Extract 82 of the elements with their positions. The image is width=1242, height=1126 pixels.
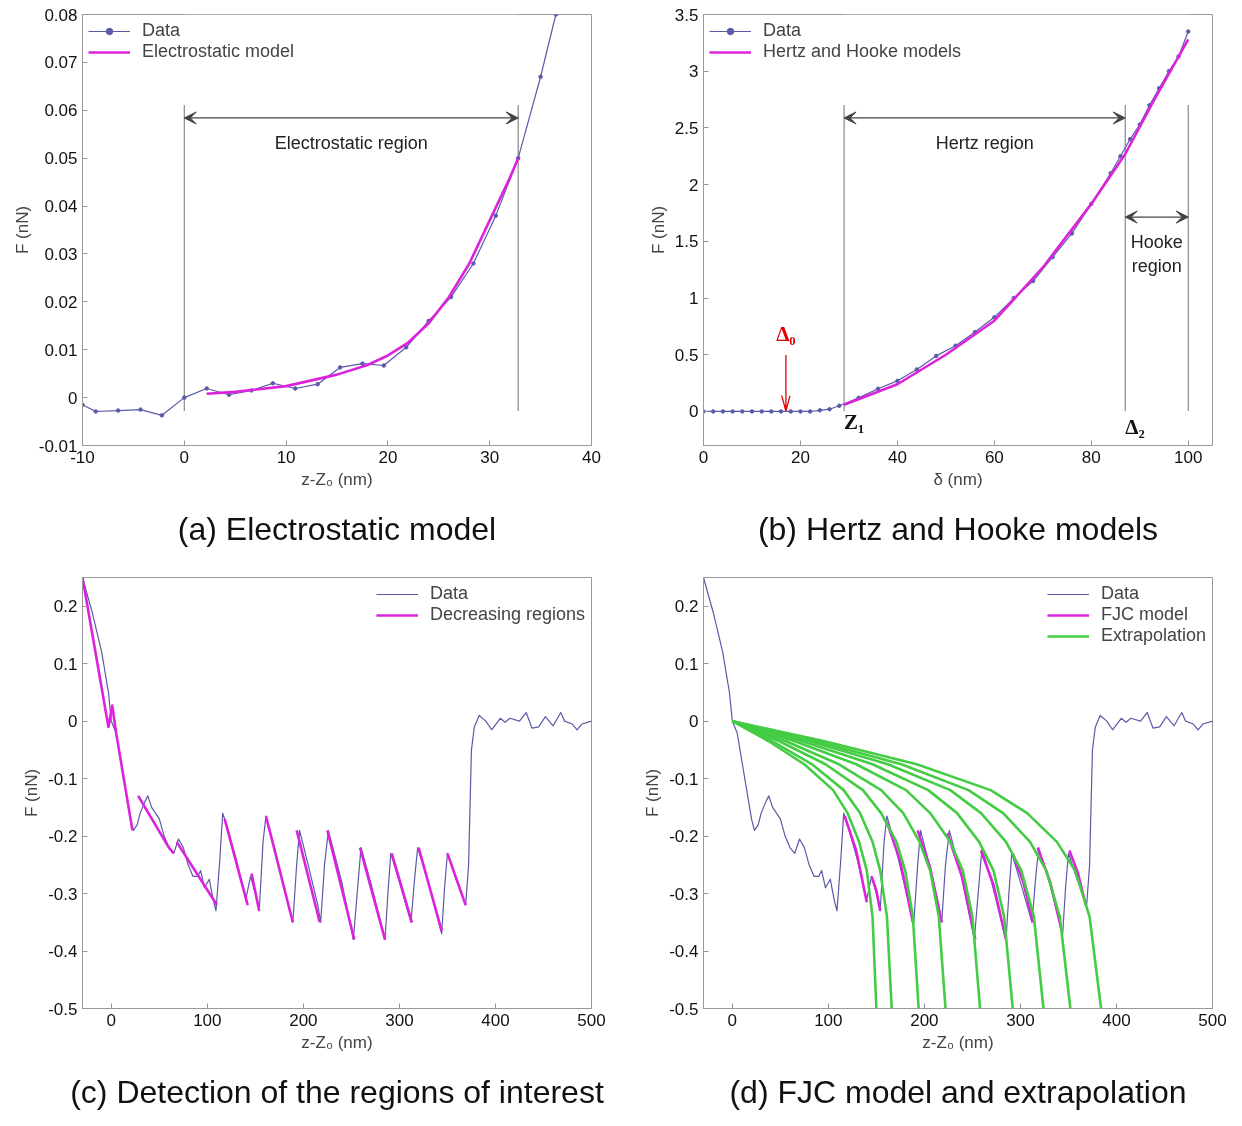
y-axis-title: F (nN) (648, 205, 668, 255)
y-tick-label: 0.08 (44, 5, 78, 25)
x-tick-label: 200 (289, 1010, 318, 1030)
y-axis-title: F (nN) (643, 768, 663, 818)
y-tick-label: 0.1 (53, 654, 78, 674)
x-tick-label: 100 (193, 1010, 222, 1030)
x-tick-label: 0 (179, 447, 190, 467)
y-tick-label: -0.5 (669, 999, 699, 1019)
y-tick-label: 3 (689, 62, 699, 82)
x-tick-label: 60 (984, 447, 1004, 467)
x-tick-label: 100 (1174, 447, 1203, 467)
legend-label: Decreasing regions (429, 604, 585, 625)
y-tick-label: 0.01 (44, 340, 78, 360)
y-tick-label: 1.5 (674, 232, 699, 252)
y-tick-label: 0.1 (674, 654, 699, 674)
y-tick-label: -0.1 (48, 769, 78, 789)
x-tick-label: 20 (791, 447, 810, 467)
y-tick-label: -0.4 (669, 942, 699, 962)
legend-label: Electrostatic model (142, 41, 295, 62)
y-tick-label: 0 (689, 712, 699, 732)
legend-label: Data (429, 583, 468, 604)
legend-label: Extrapolation (1100, 625, 1206, 646)
y-tick-label: 0 (68, 388, 78, 408)
x-tick-label: 300 (1006, 1010, 1035, 1030)
x-tick-label: 40 (582, 447, 601, 467)
legend-label: Data (1100, 583, 1139, 604)
x-tick-label: 200 (910, 1010, 939, 1030)
x-tick-label: 20 (378, 447, 398, 467)
annotation: Δ₂ (1125, 415, 1145, 440)
ref-line-label: Δ₀ (776, 322, 796, 347)
y-tick-label: -0.3 (669, 884, 699, 904)
y-tick-label: 1 (689, 289, 699, 309)
x-tick-label: 0 (106, 1010, 117, 1030)
x-axis-title: z-Z₀ (nm) (301, 1032, 373, 1052)
x-tick-label: 400 (1102, 1010, 1131, 1030)
y-tick-label: 0.04 (44, 197, 78, 217)
y-tick-label: 0.03 (44, 244, 78, 264)
band-label: Hooke region (1130, 232, 1183, 277)
x-tick-label: 300 (385, 1010, 414, 1030)
x-tick-label: 0 (727, 1010, 738, 1030)
y-tick-label: -0.2 (669, 827, 699, 847)
x-tick-label: 500 (577, 1010, 606, 1030)
y-tick-label: -0.5 (48, 999, 78, 1019)
x-tick-label: 500 (1198, 1010, 1227, 1030)
x-axis-title: z-Z₀ (nm) (922, 1032, 994, 1052)
y-tick-label: -0.4 (48, 942, 78, 962)
x-tick-label: 10 (276, 447, 296, 467)
y-axis-title: F (nN) (12, 205, 32, 255)
text: (d) FJC model and extrapolation (729, 1073, 1187, 1110)
y-tick-label: -0.2 (48, 827, 78, 847)
x-axis-title: δ (nm) (933, 469, 983, 489)
y-tick-label: 0.2 (53, 597, 78, 617)
annotation: Z₁ (844, 409, 865, 434)
band-label: Hertz region (935, 133, 1034, 154)
text: (c) Detection of the regions of interest (70, 1073, 604, 1110)
y-tick-label: 0.5 (674, 345, 699, 365)
legend-label: Hertz and Hooke models (763, 41, 962, 62)
x-axis-title: z-Z₀ (nm) (301, 469, 373, 489)
x-tick-label: 100 (814, 1010, 843, 1030)
y-tick-label: -0.3 (48, 884, 78, 904)
y-tick-label: 0 (689, 402, 699, 422)
legend-label: Data (763, 20, 802, 41)
y-tick-label: 0.07 (44, 53, 78, 73)
y-tick-label: 0 (68, 712, 78, 732)
text: (a) Electrostatic model (177, 510, 497, 547)
y-tick-label: 0.06 (44, 101, 78, 121)
y-tick-label: 0.02 (44, 292, 78, 312)
x-tick-label: 400 (481, 1010, 510, 1030)
y-tick-label: 3.5 (674, 5, 699, 25)
legend-label: FJC model (1100, 604, 1188, 625)
y-tick-label: -0.1 (669, 769, 699, 789)
x-tick-label: 30 (480, 447, 500, 467)
text: (b) Hertz and Hooke models (757, 510, 1159, 547)
y-axis-title: F (nN) (22, 768, 42, 818)
x-tick-label: 80 (1081, 447, 1101, 467)
band-label: Electrostatic region (274, 133, 428, 154)
x-tick-label: 40 (887, 447, 907, 467)
y-tick-label: 2.5 (674, 118, 699, 138)
y-tick-label: 2 (689, 175, 699, 195)
legend-label: Data (142, 20, 181, 41)
y-tick-label: 0.2 (674, 597, 699, 617)
y-tick-label: 0.05 (44, 149, 78, 169)
